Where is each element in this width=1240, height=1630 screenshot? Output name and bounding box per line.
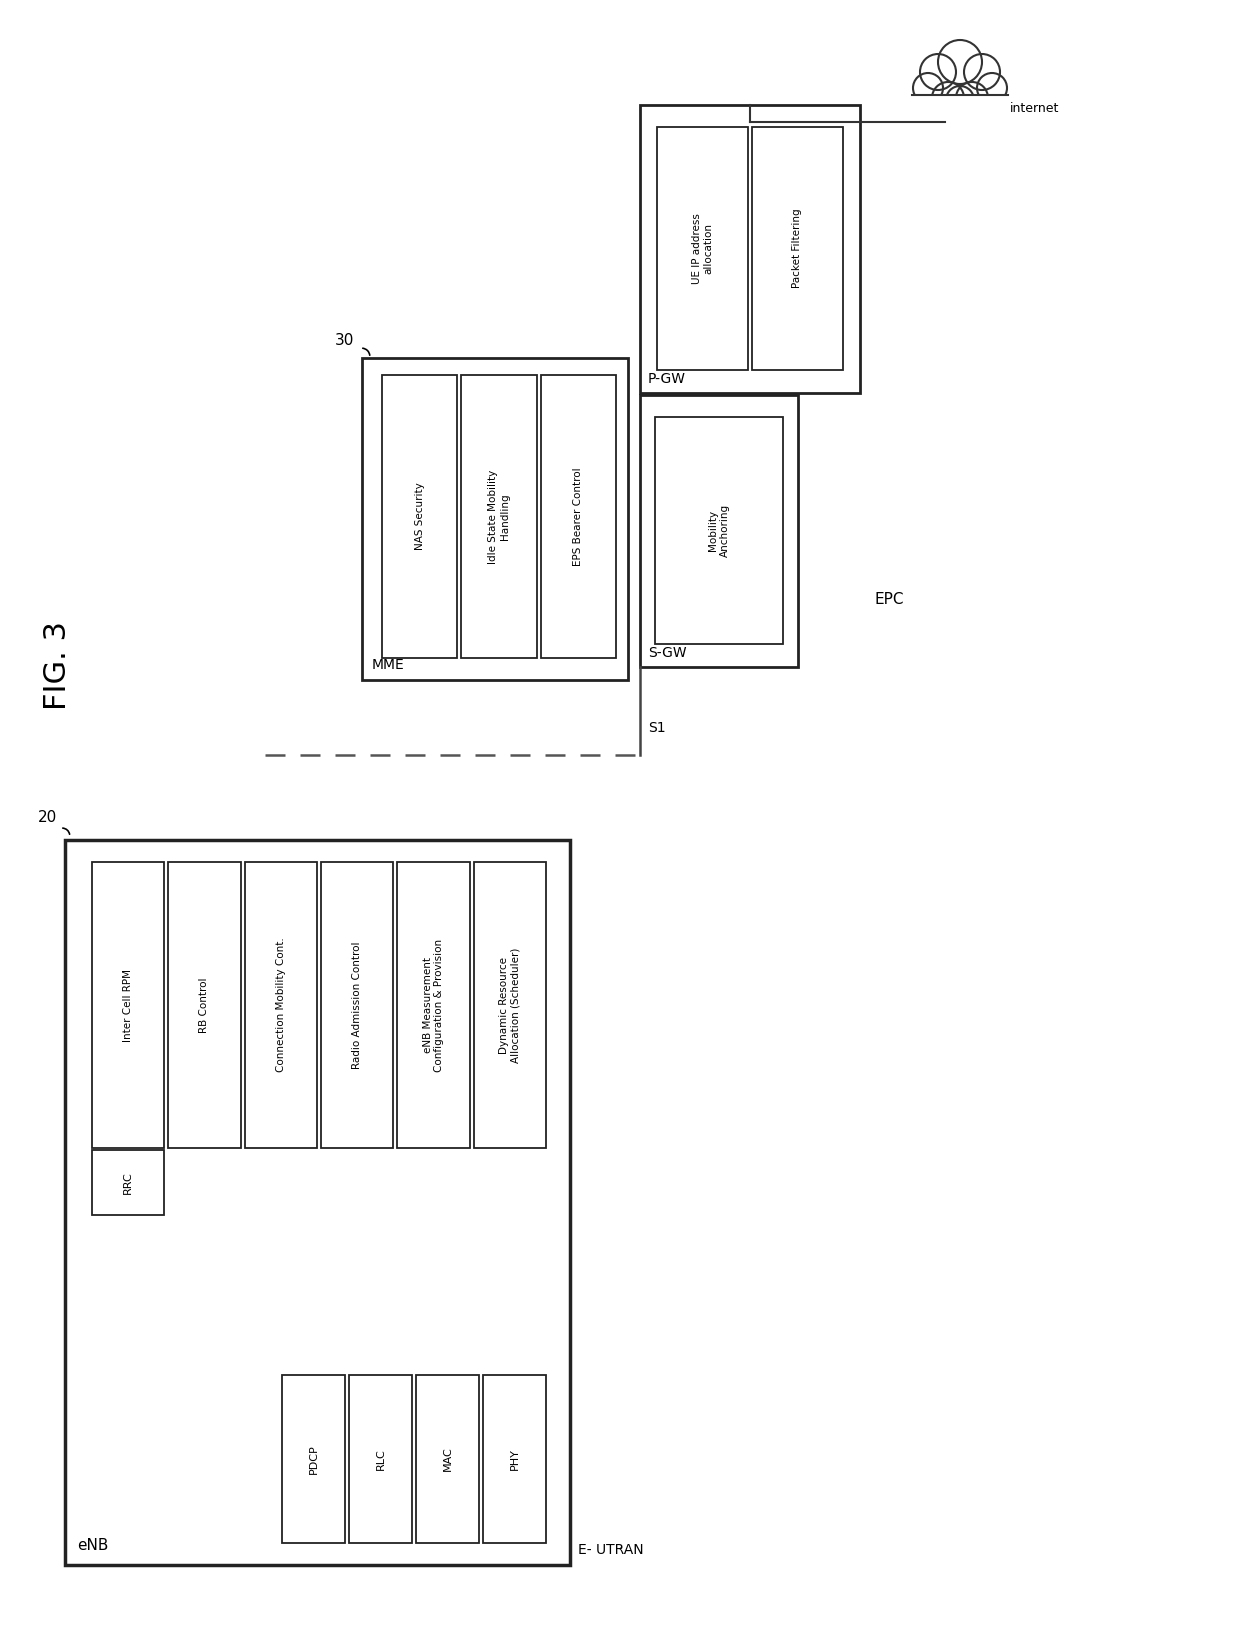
Bar	[244, 862, 317, 1148]
Text: Packet Filtering: Packet Filtering	[792, 209, 802, 289]
Bar	[64, 839, 570, 1565]
Circle shape	[977, 73, 1007, 103]
Bar	[461, 375, 537, 659]
Bar	[397, 862, 470, 1148]
Bar	[415, 1376, 479, 1544]
Text: MAC: MAC	[443, 1447, 453, 1472]
Circle shape	[963, 54, 999, 90]
Bar	[640, 394, 799, 667]
Text: Connection Mobility Cont.: Connection Mobility Cont.	[275, 937, 286, 1073]
Text: RLC: RLC	[376, 1447, 386, 1470]
Circle shape	[920, 54, 956, 90]
Text: Dynamic Resource
Allocation (Scheduler): Dynamic Resource Allocation (Scheduler)	[498, 947, 521, 1063]
Text: 20: 20	[37, 810, 57, 825]
Circle shape	[913, 73, 942, 103]
Bar	[910, 95, 1011, 116]
Text: eNB: eNB	[77, 1539, 108, 1553]
Text: internet: internet	[1011, 101, 1059, 114]
Bar	[655, 417, 782, 644]
Bar	[751, 127, 843, 370]
Bar	[657, 127, 748, 370]
Circle shape	[946, 86, 973, 114]
Bar	[92, 862, 165, 1148]
Text: S-GW: S-GW	[649, 645, 687, 660]
Text: RB Control: RB Control	[200, 978, 210, 1033]
Bar	[281, 1376, 345, 1544]
Text: Idle State Mobility
Handling: Idle State Mobility Handling	[489, 469, 510, 564]
Text: 30: 30	[335, 333, 353, 347]
Text: UE IP address
allocation: UE IP address allocation	[692, 214, 713, 284]
Bar	[541, 375, 616, 659]
Text: Radio Admission Control: Radio Admission Control	[352, 941, 362, 1069]
Text: E- UTRAN: E- UTRAN	[578, 1544, 644, 1557]
Bar	[348, 1376, 412, 1544]
Text: EPC: EPC	[875, 592, 904, 608]
Bar	[169, 862, 241, 1148]
Text: PDCP: PDCP	[309, 1444, 319, 1474]
Bar	[362, 359, 627, 680]
Text: P-GW: P-GW	[649, 372, 686, 386]
Text: FIG. 3: FIG. 3	[43, 621, 72, 709]
Bar	[640, 104, 861, 393]
Bar	[484, 1376, 546, 1544]
Text: MME: MME	[372, 659, 404, 672]
Text: eNB Measurement
Configuration & Provision: eNB Measurement Configuration & Provisio…	[423, 939, 444, 1071]
Text: PHY: PHY	[510, 1447, 520, 1470]
Text: Mobility
Anchoring: Mobility Anchoring	[708, 504, 730, 557]
Bar	[92, 1151, 165, 1214]
Bar	[382, 375, 458, 659]
Text: RRC: RRC	[123, 1170, 133, 1193]
Bar	[474, 862, 546, 1148]
Bar	[321, 862, 393, 1148]
Circle shape	[937, 41, 982, 85]
Circle shape	[932, 82, 963, 114]
Text: S1: S1	[649, 720, 666, 735]
Text: Inter Cell RPM: Inter Cell RPM	[123, 968, 133, 1042]
Text: NAS Security: NAS Security	[414, 482, 424, 551]
Circle shape	[956, 82, 988, 114]
Text: EPS Bearer Control: EPS Bearer Control	[573, 468, 583, 566]
